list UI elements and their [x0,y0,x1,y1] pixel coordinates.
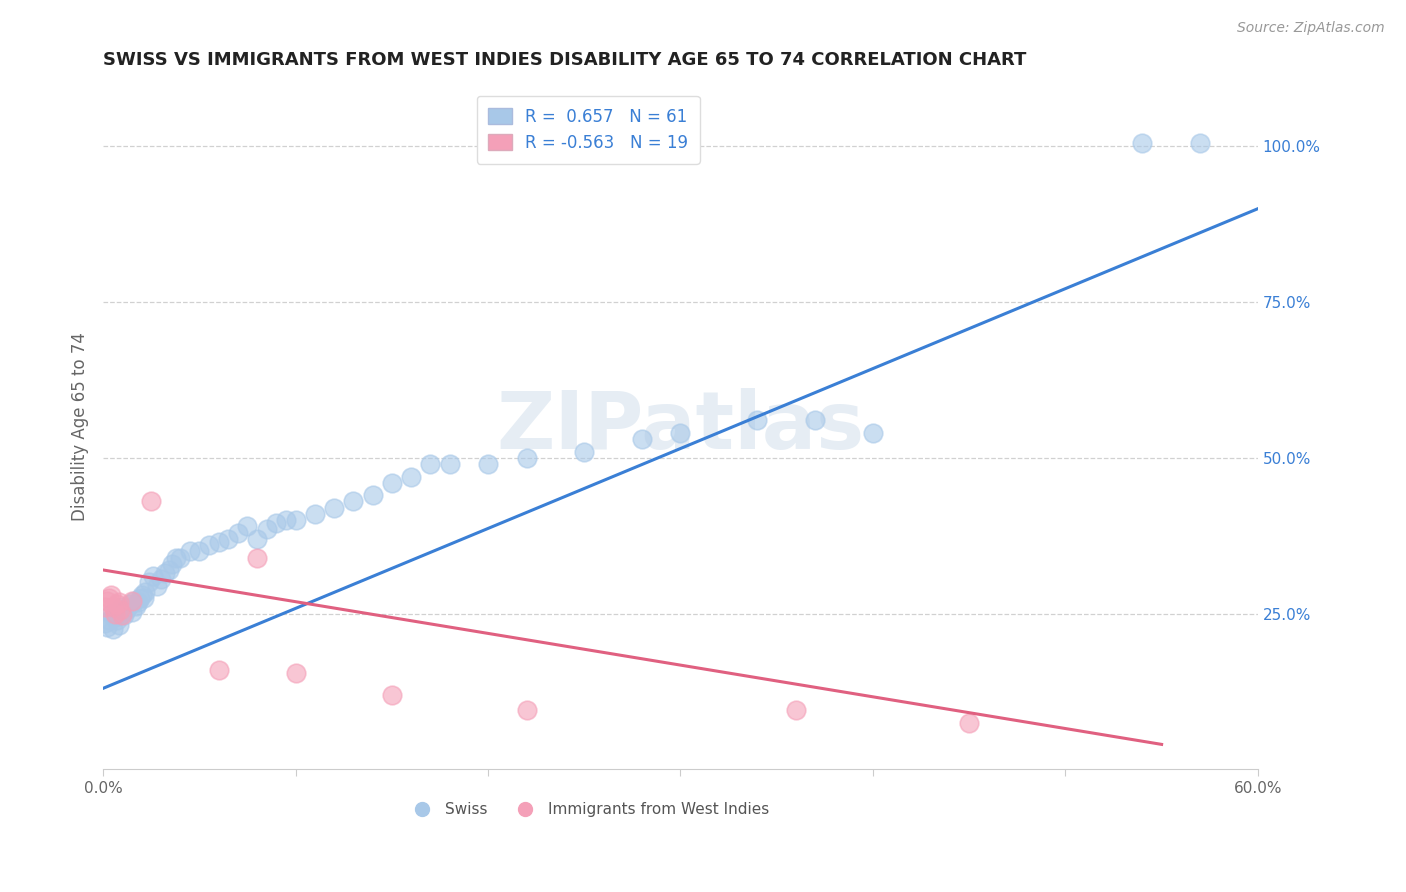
Point [284,665,307,680]
Point [169,550,191,565]
Point [107,595,129,609]
Point [198,538,221,552]
Point [149,572,172,586]
Point [439,457,461,471]
Point [128,591,150,605]
Point [217,532,239,546]
Text: SWISS VS IMMIGRANTS FROM WEST INDIES DISABILITY AGE 65 TO 74 CORRELATION CHART: SWISS VS IMMIGRANTS FROM WEST INDIES DIS… [103,51,1026,69]
Point [574,444,596,458]
Point [104,607,127,621]
Point [1130,136,1153,151]
Point [101,622,124,636]
Point [236,519,259,533]
Point [96,594,118,608]
Point [162,557,184,571]
Point [246,550,269,565]
Text: ZIPatlas: ZIPatlas [496,388,865,466]
Point [246,532,269,546]
Point [381,475,404,490]
Point [97,613,120,627]
Point [125,599,148,613]
Point [957,715,980,730]
Point [97,591,120,605]
Point [127,595,149,609]
Point [121,605,143,619]
Legend: Swiss, Immigrants from West Indies: Swiss, Immigrants from West Indies [401,796,776,823]
Point [226,525,249,540]
Text: Source: ZipAtlas.com: Source: ZipAtlas.com [1237,21,1385,35]
Point [146,578,169,592]
Point [122,594,145,608]
Point [142,569,165,583]
Point [105,597,128,611]
Point [862,425,884,440]
Point [207,535,229,549]
Point [110,607,132,621]
Point [804,413,827,427]
Point [266,516,288,531]
Point [419,457,441,471]
Point [111,600,134,615]
Point [110,603,132,617]
Point [112,607,135,622]
Point [274,513,297,527]
Point [361,488,384,502]
Point [132,591,155,605]
Point [304,507,326,521]
Point [141,494,163,508]
Y-axis label: Disability Age 65 to 74: Disability Age 65 to 74 [72,333,89,521]
Point [669,425,692,440]
Point [105,613,128,627]
Point [399,469,422,483]
Point [515,450,537,465]
Point [165,550,187,565]
Point [104,609,127,624]
Point [785,703,807,717]
Point [111,607,134,622]
Point [179,544,201,558]
Point [121,594,143,608]
Point [131,588,153,602]
Point [107,617,129,632]
Point [94,600,117,615]
Point [1189,136,1212,151]
Point [153,566,176,580]
Point [115,603,138,617]
Point [138,575,160,590]
Point [157,563,180,577]
Point [256,523,278,537]
Point [134,584,156,599]
Point [100,607,122,621]
Point [94,615,117,630]
Point [101,600,124,615]
Point [381,688,404,702]
Point [188,544,211,558]
Point [631,432,654,446]
Point [515,703,537,717]
Point [477,457,499,471]
Point [207,663,229,677]
Point [284,513,307,527]
Point [100,588,122,602]
Point [747,413,769,427]
Point [120,597,142,611]
Point [323,500,346,515]
Point [96,620,118,634]
Point [117,600,139,615]
Point [342,494,364,508]
